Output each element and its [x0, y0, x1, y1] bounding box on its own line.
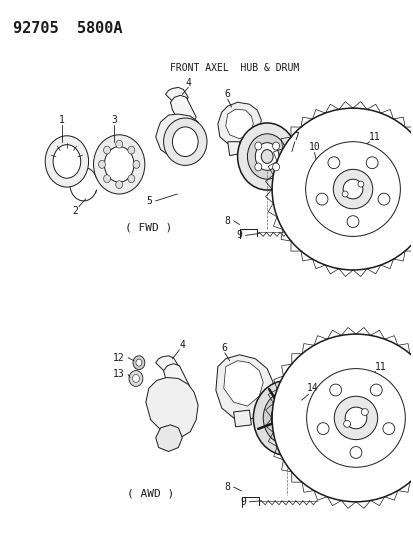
- Ellipse shape: [116, 181, 122, 189]
- Text: 8: 8: [224, 216, 230, 225]
- Ellipse shape: [271, 334, 413, 502]
- Ellipse shape: [247, 134, 286, 179]
- Ellipse shape: [342, 179, 362, 199]
- Text: 3: 3: [111, 115, 117, 125]
- Text: 2: 2: [72, 206, 78, 216]
- Polygon shape: [233, 410, 251, 427]
- Ellipse shape: [53, 144, 81, 178]
- Text: 14: 14: [306, 383, 318, 393]
- Text: 8: 8: [224, 482, 230, 492]
- Ellipse shape: [128, 146, 135, 154]
- Ellipse shape: [135, 359, 142, 366]
- Ellipse shape: [133, 160, 140, 168]
- Ellipse shape: [361, 409, 368, 416]
- Text: 7: 7: [293, 132, 299, 142]
- Polygon shape: [288, 150, 296, 165]
- Ellipse shape: [333, 396, 377, 440]
- Polygon shape: [145, 377, 198, 438]
- Ellipse shape: [316, 193, 327, 205]
- Text: 6: 6: [221, 343, 227, 353]
- Ellipse shape: [255, 143, 278, 171]
- Polygon shape: [155, 114, 202, 159]
- Polygon shape: [227, 142, 241, 156]
- Ellipse shape: [93, 135, 145, 194]
- Ellipse shape: [382, 423, 394, 434]
- Polygon shape: [217, 102, 261, 147]
- Polygon shape: [155, 425, 182, 451]
- Ellipse shape: [271, 400, 302, 435]
- Ellipse shape: [308, 157, 318, 168]
- Ellipse shape: [263, 391, 310, 445]
- Ellipse shape: [172, 127, 198, 157]
- Ellipse shape: [128, 175, 135, 183]
- Text: ( FWD ): ( FWD ): [125, 223, 172, 232]
- Text: 9: 9: [240, 497, 246, 507]
- Ellipse shape: [133, 356, 145, 369]
- Text: 11: 11: [368, 132, 380, 142]
- Ellipse shape: [327, 157, 339, 168]
- Ellipse shape: [253, 381, 320, 455]
- Ellipse shape: [237, 123, 296, 190]
- Ellipse shape: [329, 384, 341, 396]
- Text: 13: 13: [113, 368, 125, 378]
- Text: 5: 5: [145, 196, 151, 206]
- Ellipse shape: [278, 409, 294, 427]
- Ellipse shape: [377, 193, 389, 205]
- Ellipse shape: [346, 216, 358, 228]
- Ellipse shape: [254, 163, 261, 171]
- Ellipse shape: [45, 136, 88, 187]
- Ellipse shape: [341, 191, 347, 197]
- Ellipse shape: [103, 146, 110, 154]
- Ellipse shape: [316, 423, 328, 434]
- Ellipse shape: [344, 407, 366, 429]
- Ellipse shape: [357, 181, 363, 187]
- Ellipse shape: [103, 175, 110, 183]
- Polygon shape: [155, 356, 178, 373]
- Ellipse shape: [370, 384, 381, 396]
- Ellipse shape: [305, 142, 399, 237]
- Ellipse shape: [116, 140, 122, 148]
- Text: 4: 4: [185, 77, 191, 87]
- Text: ( AWD ): ( AWD ): [127, 489, 174, 499]
- Ellipse shape: [132, 375, 139, 382]
- Ellipse shape: [349, 447, 361, 458]
- Ellipse shape: [104, 147, 134, 182]
- Ellipse shape: [271, 108, 413, 270]
- Ellipse shape: [306, 369, 404, 467]
- Ellipse shape: [98, 160, 105, 168]
- Polygon shape: [225, 109, 253, 139]
- Polygon shape: [163, 364, 189, 392]
- Ellipse shape: [343, 421, 350, 427]
- Ellipse shape: [129, 370, 142, 386]
- Polygon shape: [165, 87, 188, 104]
- Text: 12: 12: [113, 353, 125, 363]
- Text: 1: 1: [59, 115, 65, 125]
- Polygon shape: [223, 361, 263, 406]
- Text: 4: 4: [179, 340, 185, 350]
- Ellipse shape: [261, 150, 273, 164]
- Polygon shape: [215, 355, 273, 420]
- Text: 6: 6: [224, 90, 230, 99]
- Text: FRONT AXEL  HUB & DRUM: FRONT AXEL HUB & DRUM: [170, 63, 299, 73]
- Text: 10: 10: [308, 142, 320, 151]
- Ellipse shape: [332, 169, 372, 209]
- Text: 9: 9: [236, 230, 242, 240]
- Ellipse shape: [254, 142, 261, 150]
- Text: 92705  5800A: 92705 5800A: [13, 21, 122, 36]
- Text: 11: 11: [374, 361, 386, 372]
- Ellipse shape: [272, 163, 279, 171]
- Ellipse shape: [366, 157, 377, 168]
- Ellipse shape: [272, 142, 279, 150]
- Ellipse shape: [292, 392, 302, 404]
- Ellipse shape: [163, 118, 206, 165]
- Polygon shape: [170, 95, 196, 124]
